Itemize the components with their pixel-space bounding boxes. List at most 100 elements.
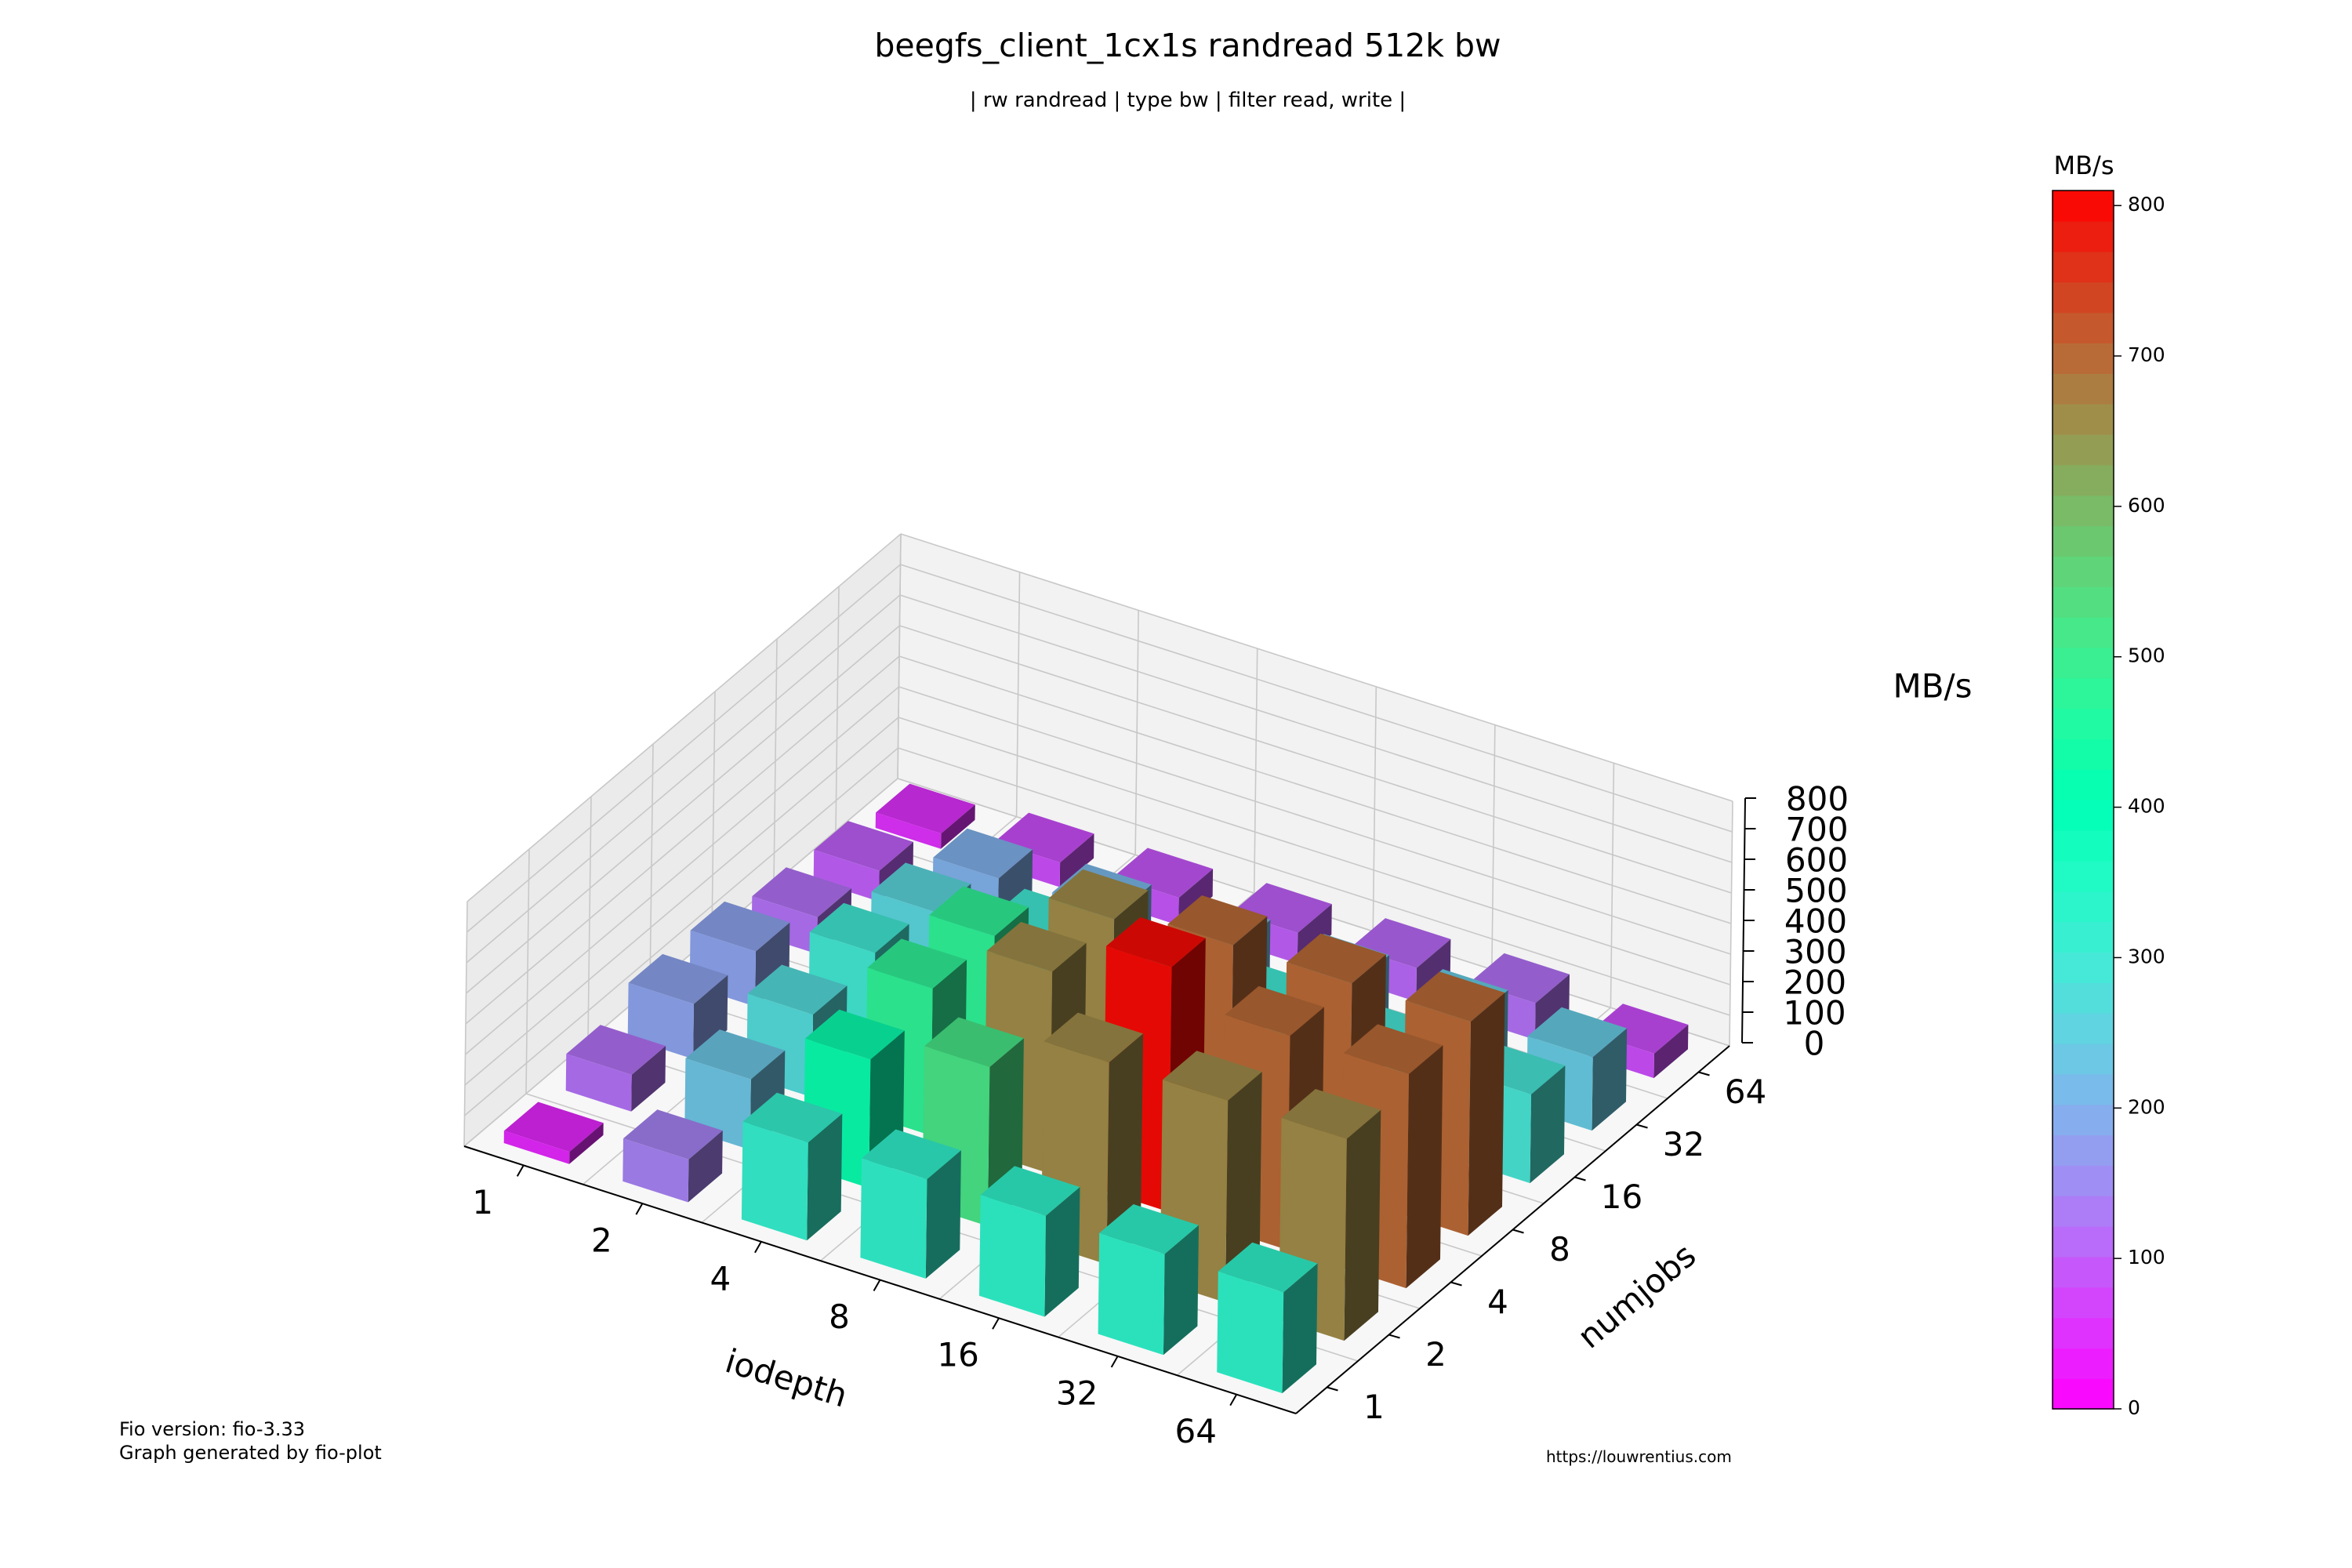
x-tick (992, 1317, 1000, 1330)
bar-top (742, 1092, 843, 1143)
colorbar-swatch (2053, 1256, 2114, 1288)
colorbar-swatch (2053, 952, 2114, 983)
colorbar-swatch (2053, 739, 2114, 770)
bar-side (688, 1131, 723, 1203)
colorbar-swatch (2053, 1378, 2114, 1410)
back-gridline (900, 564, 1733, 833)
bar-side (1592, 1028, 1628, 1131)
colorbar-swatch (2053, 1165, 2114, 1196)
colorbar-tick-label: 400 (2128, 795, 2165, 818)
bar-top (1287, 933, 1386, 984)
colorbar-swatch (2053, 1043, 2114, 1075)
bar-top (1405, 971, 1505, 1022)
colorbar-swatch (2053, 800, 2114, 831)
colorbar-swatch (2053, 586, 2114, 618)
colorbar-swatch (2053, 281, 2114, 314)
colorbar-swatch (2053, 647, 2114, 679)
bar-top (980, 1166, 1080, 1216)
colorbar-swatch (2053, 220, 2114, 252)
colorbar-swatch (2053, 525, 2114, 557)
bar-top (871, 862, 971, 913)
colorbar-swatch (2053, 495, 2114, 527)
colorbar-swatch (2053, 191, 2114, 222)
y-tick (1574, 1176, 1586, 1181)
back-gridline (899, 594, 1733, 863)
colorbar-swatch (2053, 616, 2114, 648)
y-tick-label: 32 (1663, 1125, 1704, 1163)
bar-front (565, 1054, 632, 1112)
bar (741, 1092, 843, 1241)
z-tick-label: 400 (1784, 902, 1847, 941)
y-tick-label: 4 (1487, 1283, 1508, 1321)
bar-front (622, 1138, 689, 1203)
bar-top (1106, 917, 1206, 967)
bar (622, 1109, 723, 1203)
colorbar-swatch (2053, 891, 2114, 923)
colorbar-tick-label: 0 (2128, 1396, 2140, 1419)
x-tick-label: 8 (829, 1298, 850, 1336)
colorbar-swatch (2053, 860, 2114, 892)
colorbar-tick-label: 700 (2128, 343, 2165, 366)
colorbar-swatch (2053, 677, 2114, 710)
bar-side (1653, 1025, 1689, 1079)
bar-top (876, 783, 975, 834)
back-gridline (898, 717, 1731, 985)
bar-top (690, 901, 790, 952)
bar-top (1351, 918, 1451, 968)
bar-top (747, 964, 848, 1015)
bar-front (1217, 1271, 1284, 1394)
y-tick-label: 1 (1363, 1388, 1385, 1426)
colorbar-gradient (2053, 191, 2114, 1410)
x-tick (754, 1241, 762, 1254)
bar (1217, 1242, 1318, 1394)
back-gridline (900, 533, 1733, 802)
bar-top (924, 1017, 1024, 1068)
colorbar-swatch (2053, 1134, 2114, 1166)
chart-subtitle: | rw randread | type bw | filter read, w… (970, 89, 1406, 112)
colorbar: 0 100 200 300 400 500 600 700 800 MB/s (2052, 151, 2165, 1419)
bar-top (805, 1009, 905, 1060)
bar-top (809, 902, 909, 953)
side-gridline (465, 655, 900, 1025)
colorbar-swatch (2053, 1104, 2114, 1136)
bar-top (994, 812, 1094, 863)
colorbar-swatch (2053, 1317, 2114, 1349)
footer-info: Fio version: fio-3.33 Graph generated by… (119, 1417, 382, 1465)
side-gridline (466, 594, 901, 964)
bar-side (1163, 1225, 1199, 1356)
colorbar-swatch (2053, 1073, 2114, 1105)
colorbar-swatch (2053, 982, 2114, 1014)
y-tick (1450, 1281, 1462, 1287)
colorbar-swatch (2053, 708, 2114, 740)
footer-url: https://louwrentius.com (1546, 1447, 1732, 1466)
side-gridline (464, 717, 899, 1086)
colorbar-swatch (2053, 404, 2114, 435)
y-tick-label: 8 (1549, 1230, 1570, 1269)
x-tick (1229, 1394, 1238, 1406)
bar (979, 1166, 1080, 1317)
back-gridline (898, 747, 1730, 1016)
colorbar-label: MB/s (2053, 151, 2114, 180)
bar-top (623, 1109, 723, 1160)
bar-side (925, 1150, 961, 1279)
colorbar-swatch (2053, 1287, 2114, 1319)
x-tick-label: 1 (472, 1183, 493, 1221)
side-gridline (465, 625, 901, 994)
bar-top (933, 828, 1033, 879)
fio-version-text: Fio version: fio-3.33 (119, 1418, 305, 1440)
bar-top (867, 938, 967, 989)
bar-top (566, 1025, 666, 1075)
x-tick-label: 64 (1174, 1412, 1216, 1450)
bar-top (1167, 895, 1268, 946)
colorbar-swatch (2053, 556, 2114, 587)
bar-top (1044, 1012, 1144, 1063)
bar-front (875, 812, 942, 849)
x-tick-label: 16 (937, 1336, 978, 1374)
bar (875, 783, 975, 849)
bar-front (813, 850, 880, 902)
bar-side (1344, 1109, 1381, 1341)
z-tick-label: 600 (1785, 841, 1848, 880)
bar-top (1470, 953, 1570, 1004)
back-gridline (898, 686, 1731, 955)
bar (503, 1102, 604, 1164)
